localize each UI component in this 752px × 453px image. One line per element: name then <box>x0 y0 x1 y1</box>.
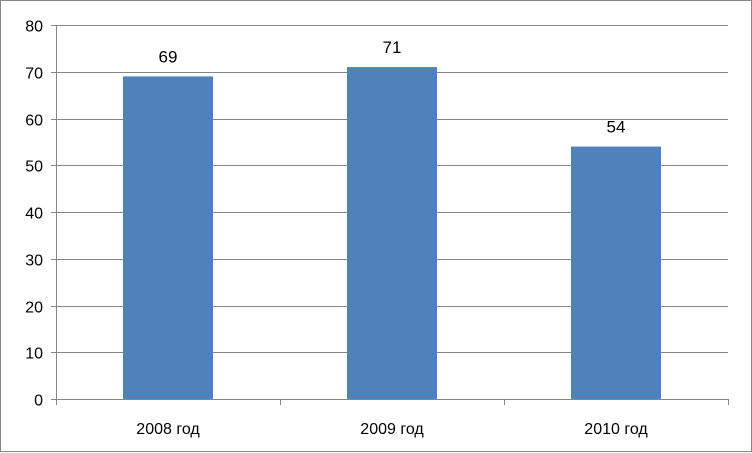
y-tick-label: 10 <box>25 346 43 363</box>
y-tick-label: 50 <box>25 159 43 176</box>
bar <box>347 67 437 399</box>
y-axis: 0 10 20 30 40 50 60 70 80 <box>25 19 57 410</box>
data-label: 71 <box>383 38 402 57</box>
bar <box>123 76 213 400</box>
y-tick-label: 0 <box>34 393 43 410</box>
data-label: 69 <box>159 47 178 66</box>
y-tick-label: 30 <box>25 253 43 270</box>
bars <box>123 67 661 400</box>
data-labels: 69 71 54 <box>159 38 626 136</box>
x-axis: 2008 год 2009 год 2010 год <box>56 399 729 438</box>
x-category-label: 2008 год <box>136 421 200 438</box>
x-category-label: 2010 год <box>584 421 648 438</box>
bar <box>571 146 661 399</box>
y-tick-label: 60 <box>25 113 43 130</box>
data-label: 54 <box>607 118 626 137</box>
y-tick-label: 80 <box>25 19 43 36</box>
x-category-label: 2009 год <box>360 421 424 438</box>
y-tick-label: 70 <box>25 66 43 83</box>
y-tick-label: 40 <box>25 206 43 223</box>
y-tick-label: 20 <box>25 300 43 317</box>
